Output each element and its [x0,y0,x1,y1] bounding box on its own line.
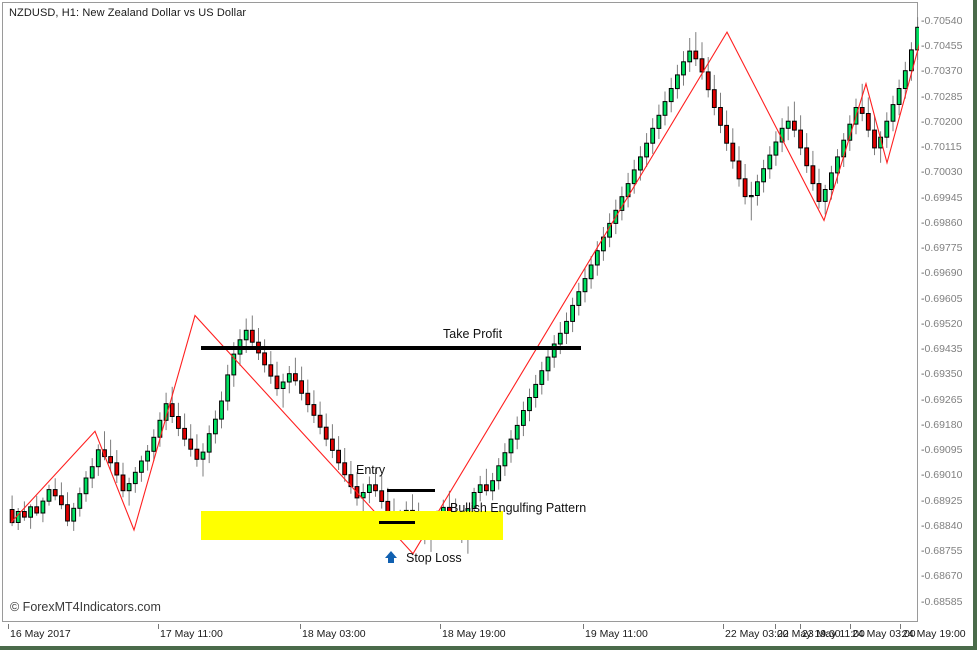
time-tick-label: 17 May 11:00 [160,628,223,640]
price-tick: -0.69265 [921,393,963,406]
time-tick-mark [800,624,801,629]
chart-title: NZDUSD, H1: New Zealand Dollar vs US Dol… [9,7,247,19]
price-tick: -0.70285 [921,90,963,103]
time-tick-label: 18 May 19:00 [442,628,506,640]
time-tick-label: 16 May 2017 [10,628,71,640]
time-tick-mark [723,624,724,629]
time-tick-label: 22 May 03:00 [725,628,789,640]
watermark: © ForexMT4Indicators.com [10,600,161,614]
entry-line[interactable] [387,489,435,493]
time-tick-mark [158,624,159,629]
stop-loss-label: Stop Loss [406,551,462,565]
price-tick: -0.70200 [921,115,963,128]
price-tick: -0.69775 [921,242,963,255]
support-zone [201,511,503,540]
stop-loss-line[interactable] [379,520,415,524]
time-tick-label: 19 May 11:00 [585,628,648,640]
price-tick: -0.68755 [921,545,963,558]
price-axis[interactable]: -0.70540 -0.70455 -0.70370 -0.70285 -0.70200… [921,0,977,625]
time-tick-mark [775,624,776,629]
time-tick-label: 24 May 19:00 [902,628,966,640]
price-tick: -0.69435 [921,343,963,356]
price-tick: -0.69605 [921,292,963,305]
price-tick: -0.69860 [921,216,963,229]
price-tick: -0.69010 [921,469,963,482]
price-tick: -0.69350 [921,368,963,381]
price-tick: -0.70115 [921,141,962,154]
buy-arrow-icon [385,551,397,563]
bullish-engulfing-label: Bullish Engulfing Pattern [450,500,587,515]
price-tick: -0.69520 [921,317,963,330]
time-tick-mark [900,624,901,629]
price-tick: -0.68670 [921,570,963,583]
entry-label: Entry [356,462,386,477]
time-tick-mark [440,624,441,629]
price-tick: -0.68585 [921,595,963,608]
time-tick-label: 22 May 19:00 [777,628,841,640]
price-tick: -0.69945 [921,191,963,204]
price-tick: -0.70540 [921,14,963,27]
take-profit-label: Take Profit [443,326,503,341]
price-tick: -0.69690 [921,267,963,280]
price-tick: -0.70455 [921,40,963,53]
time-tick-mark [850,624,851,629]
time-tick-label: 23 May 11:00 [802,628,865,640]
price-tick: -0.69180 [921,418,963,431]
time-tick-label: 24 May 03:00 [852,628,916,640]
time-axis[interactable]: 16 May 2017 17 May 11:00 18 May 03:00 18 Ma… [0,624,977,650]
time-tick-label: 18 May 03:00 [302,628,366,640]
price-tick: -0.70370 [921,65,963,78]
price-tick: -0.68840 [921,519,963,532]
take-profit-line[interactable] [201,346,581,350]
price-tick: -0.70030 [921,166,963,179]
time-tick-mark [300,624,301,629]
chart-frame: NZDUSD, H1: New Zealand Dollar vs US Dol… [2,2,919,622]
price-tick: -0.69095 [921,444,963,457]
time-tick-mark [583,624,584,629]
price-tick: -0.68925 [921,494,963,507]
time-tick-mark [8,624,9,629]
